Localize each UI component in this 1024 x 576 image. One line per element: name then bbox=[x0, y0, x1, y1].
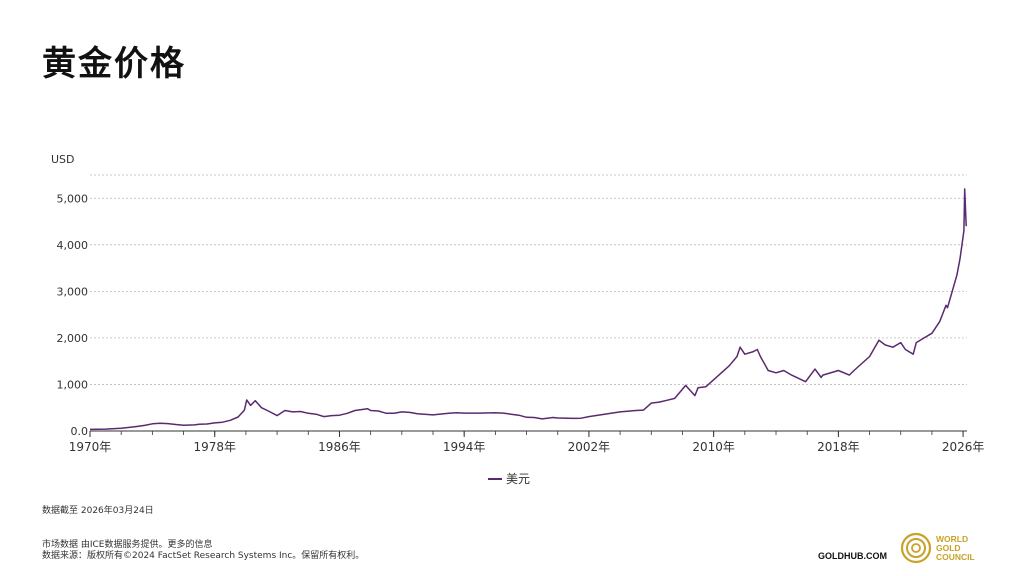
goldhub-link[interactable]: GOLDHUB.COM bbox=[818, 551, 887, 561]
x-tick-label: 1970年 bbox=[69, 440, 112, 454]
legend-label-usd: 美元 bbox=[506, 472, 531, 486]
y-tick-label: 1,000 bbox=[57, 378, 89, 391]
page-title: 黄金价格 bbox=[42, 44, 186, 84]
y-tick-label: 3,000 bbox=[57, 285, 89, 298]
x-tick-label: 1986年 bbox=[318, 440, 361, 454]
y-tick-label: 0.0 bbox=[71, 425, 89, 438]
x-tick-label: 2002年 bbox=[568, 440, 611, 454]
y-tick-label: 2,000 bbox=[57, 332, 89, 345]
x-tick-label: 1994年 bbox=[443, 440, 486, 454]
footnote-market-data: 市场数据 由ICE数据服务提供。更多的信息 bbox=[42, 540, 213, 550]
wgc-logo-line: WORLD bbox=[936, 533, 969, 544]
x-tick-label: 1978年 bbox=[193, 440, 236, 454]
legend-swatch-usd bbox=[488, 477, 502, 480]
wgc-logo-line: COUNCIL bbox=[936, 551, 975, 562]
series-line-usd bbox=[89, 188, 967, 431]
footnote-source: 数据来源：版权所有©2024 FactSet Research Systems … bbox=[42, 551, 365, 561]
world-gold-council-logo[interactable]: WORLD GOLD COUNCIL bbox=[900, 532, 975, 564]
y-axis-unit-label: USD bbox=[51, 153, 75, 166]
wgc-logo-line: GOLD bbox=[936, 542, 961, 553]
x-tick-label: 2026年 bbox=[942, 440, 985, 454]
y-tick-label: 5,000 bbox=[57, 192, 89, 205]
chart-legend[interactable]: 美元 bbox=[488, 470, 530, 487]
data-as-of-date: 数据截至 2026年03月24日 bbox=[42, 506, 154, 516]
gold-price-chart: USD 0.0 1,000 2,000 3,000 4,000 5,000 1970年 1978… bbox=[51, 153, 985, 454]
wgc-logo-text: WORLD GOLD COUNCIL bbox=[936, 533, 975, 562]
y-tick-label: 4,000 bbox=[57, 239, 89, 252]
x-tick-label: 2010年 bbox=[692, 440, 735, 454]
x-tick-label: 2018年 bbox=[817, 440, 860, 454]
wgc-emblem-icon bbox=[900, 532, 932, 564]
